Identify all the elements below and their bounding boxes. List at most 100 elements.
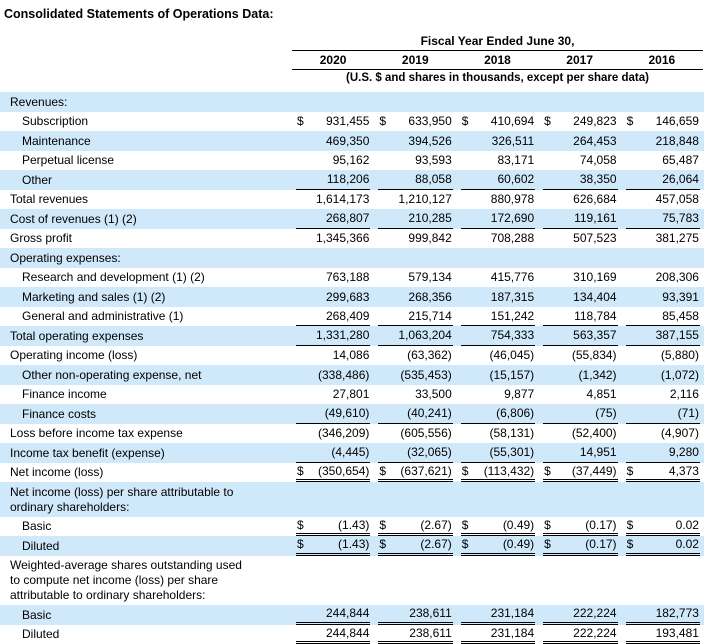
value-cell: $(2.67) [374,536,456,556]
cell-value: 563,357 [573,328,617,342]
value-cell: $(637,621) [374,463,456,483]
currency-symbol: $ [543,464,551,478]
value-cell: 244,844 [292,625,374,644]
value-cell: $931,455 [292,112,374,132]
value-cell [292,92,374,112]
value-cell: (15,157) [457,365,539,385]
value-cell: 60,602 [457,170,539,190]
cell-value: 231,184 [491,606,535,620]
value-cell: 33,500 [374,385,456,405]
cell-value: 4,851 [587,387,618,401]
value-cell: 880,978 [457,190,539,210]
value-cell: $ (113,432) [457,463,539,483]
value-cell: 208,306 [622,268,704,288]
cell-value: 146,659 [656,114,700,128]
cell-value: (113,432) [484,464,535,478]
cell-value: 507,523 [573,231,617,245]
cell-value: (4,907) [661,426,700,440]
value-cell: (5,880) [622,346,704,366]
table-row: Income tax benefit (expense)(4,445)(32,0… [0,443,704,463]
value-cell: 1,063,204 [374,326,456,346]
row-values [292,248,704,268]
value-cell [374,482,456,517]
cell-value: 2,116 [670,387,700,401]
cell-value: 387,155 [656,328,700,342]
currency-symbol: $ [626,518,634,532]
cell-value: (350,654) [318,464,370,478]
row-values: (338,486)(535,453)(15,157)(1,342)(1,072) [292,365,704,385]
cell-value: 244,844 [326,606,370,620]
row-label: Maintenance [0,131,292,151]
currency-symbol: $ [378,518,386,532]
value-cell: 999,842 [374,229,456,249]
cell-value: 381,275 [656,231,700,245]
row-label: Net income (loss) per share attributable… [0,482,292,517]
currency-symbol: $ [461,464,469,478]
value-cell: (4,445) [292,443,374,463]
value-cell: (535,453) [374,365,456,385]
value-cell: 14,086 [292,346,374,366]
value-cell: 187,315 [457,287,539,307]
table-row: Diluted$(1.43)$(2.67)$(0.49)$(0.17)$0.02 [0,536,704,556]
value-cell: 14,951 [539,443,621,463]
cell-value: (49,610) [325,406,371,420]
cell-value: 0.02 [676,518,700,532]
cell-value: 75,783 [662,211,700,225]
value-cell: 95,162 [292,151,374,171]
cell-value: (605,556) [400,426,452,440]
row-label: Operating income (loss) [0,346,292,366]
value-cell: 268,807 [292,209,374,229]
value-cell: 85,458 [622,307,704,327]
value-cell: 218,848 [622,131,704,151]
cell-value: (32,065) [407,445,453,459]
table-row: Revenues: [0,92,704,112]
value-cell: 26,064 [622,170,704,190]
table-row: Net income (loss) $ (350,654) $(637,621) $ (1… [0,463,704,483]
value-cell: 231,184 [457,605,539,625]
currency-symbol: $ [461,537,469,551]
cell-value: 310,169 [573,270,617,284]
value-cell: 2,116 [622,385,704,405]
cell-value: 1,331,280 [316,328,370,342]
row-label: Net income (loss) [0,463,292,483]
value-cell: 9,280 [622,443,704,463]
value-cell [622,248,704,268]
cell-value: 95,162 [333,153,371,167]
currency-symbol: $ [296,464,304,478]
currency-symbol: $ [296,537,304,551]
cell-value: 457,058 [656,192,700,206]
table-row: Operating income (loss)14,086(63,362)(46… [0,346,704,366]
row-values [292,482,704,517]
value-cell [457,92,539,112]
cell-value: 231,184 [491,626,535,640]
value-cell [374,556,456,606]
cell-value: 579,134 [408,270,452,284]
value-cell: $(1.43) [292,536,374,556]
value-cell: 193,481 [622,625,704,644]
value-cell: 394,526 [374,131,456,151]
value-cell: 88,058 [374,170,456,190]
cell-value: 249,823 [573,114,617,128]
value-cell: 626,684 [539,190,621,210]
value-cell: 222,224 [539,605,621,625]
year-column-2017: 2017 [539,51,621,69]
value-cell: 93,593 [374,151,456,171]
value-cell: (55,301) [457,443,539,463]
value-cell: (32,065) [374,443,456,463]
row-values: $(1.43)$(2.67)$(0.49)$(0.17)$0.02 [292,536,704,556]
value-cell: 9,877 [457,385,539,405]
row-values [292,92,704,112]
year-column-2019: 2019 [374,51,456,69]
cell-value: 88,058 [415,172,453,186]
cell-value: 151,242 [491,309,535,323]
cell-value: 1,614,173 [316,192,370,206]
value-cell: (605,556) [374,424,456,444]
